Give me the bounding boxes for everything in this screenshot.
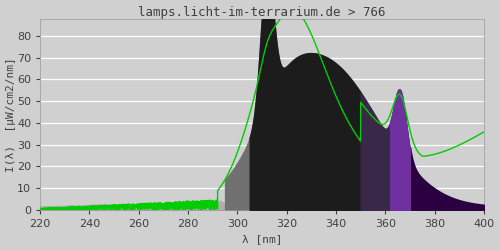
Title: lamps.licht-im-terrarium.de > 766: lamps.licht-im-terrarium.de > 766 <box>138 6 386 18</box>
X-axis label: λ [nm]: λ [nm] <box>242 234 282 244</box>
Y-axis label: I(λ)  [μW/cm2/nm]: I(λ) [μW/cm2/nm] <box>6 57 16 172</box>
